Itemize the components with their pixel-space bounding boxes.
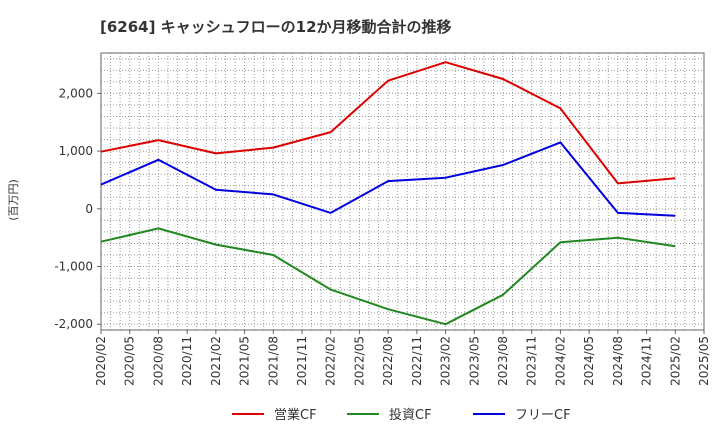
y-tick-label: -2,000 xyxy=(54,317,93,331)
legend-label: 営業CF xyxy=(274,407,317,423)
legend-label: 投資CF xyxy=(389,407,432,423)
x-axis-ticks: 2020/02 2020/05 2020/08 2020/11 2021/02 2021/… xyxy=(94,330,711,386)
x-tick-label: 2020/11 xyxy=(180,336,194,386)
x-tick-label: 2023/08 xyxy=(496,336,510,386)
x-tick-label: 2024/08 xyxy=(611,336,625,386)
x-tick-label: 2020/08 xyxy=(151,336,165,386)
x-tick-label: 2021/05 xyxy=(238,336,252,386)
x-tick-label: 2020/05 xyxy=(123,336,137,386)
x-tick-label: 2022/05 xyxy=(352,336,366,386)
grid xyxy=(100,53,705,330)
y-axis-ticks: 2,000 1,000 0 -1,000 -2,000 xyxy=(54,86,101,331)
series-line xyxy=(100,141,676,217)
x-tick-label: 2023/05 xyxy=(467,336,481,386)
y-tick-label: 0 xyxy=(85,202,93,216)
series-line xyxy=(100,61,676,185)
x-tick-label: 2025/05 xyxy=(697,336,711,386)
x-tick-label: 2021/02 xyxy=(209,336,223,386)
x-tick-label: 2021/08 xyxy=(266,336,280,386)
x-tick-label: 2020/02 xyxy=(94,336,108,386)
x-tick-label: 2022/08 xyxy=(381,336,395,386)
x-tick-label: 2024/11 xyxy=(640,336,654,386)
x-tick-label: 2022/11 xyxy=(410,336,424,386)
x-tick-label: 2022/02 xyxy=(324,336,338,386)
plot-area-frame xyxy=(100,52,705,331)
chart-title: [6264] キャッシュフローの12か月移動合計の推移 xyxy=(100,18,452,36)
y-axis-label: (百万円) xyxy=(7,179,20,221)
legend-label: フリーCF xyxy=(515,408,571,423)
series-line xyxy=(100,227,676,326)
y-tick-label: 2,000 xyxy=(59,86,93,100)
x-tick-label: 2024/05 xyxy=(582,336,596,386)
y-tick-label: 1,000 xyxy=(59,144,93,158)
x-tick-label: 2023/02 xyxy=(439,336,453,386)
y-tick-label: -1,000 xyxy=(54,260,93,274)
x-tick-label: 2023/11 xyxy=(525,336,539,386)
x-tick-label: 2024/02 xyxy=(553,336,567,386)
x-tick-label: 2025/02 xyxy=(668,336,682,386)
legend: 営業CF 投資CF フリーCF xyxy=(232,407,571,423)
series xyxy=(100,61,676,326)
x-tick-label: 2021/11 xyxy=(295,336,309,386)
